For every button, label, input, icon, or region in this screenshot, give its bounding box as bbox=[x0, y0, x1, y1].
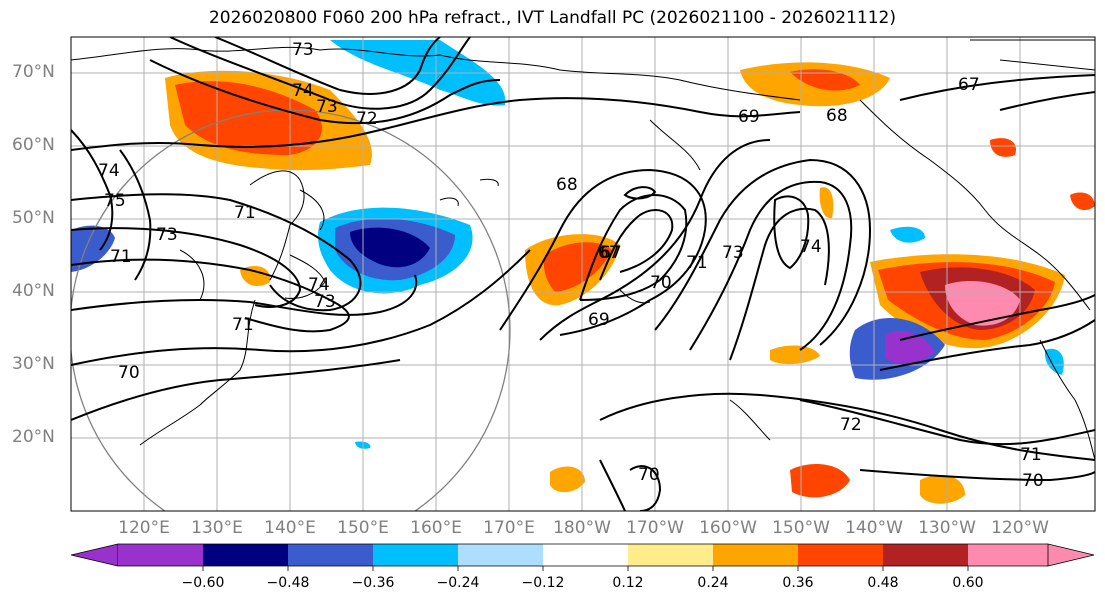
shade-purple-east bbox=[885, 331, 935, 364]
colorbar-extend-left bbox=[70, 543, 119, 567]
colorbar bbox=[70, 543, 1095, 571]
contour-label: 75 bbox=[104, 191, 126, 211]
lat-label: 40°N bbox=[12, 281, 55, 301]
lon-label: 150°W bbox=[772, 518, 830, 538]
map-frame bbox=[70, 36, 1096, 512]
contour-label: 67 bbox=[600, 243, 622, 263]
lon-label: 160°E bbox=[410, 518, 462, 538]
lon-label: 170°E bbox=[483, 518, 535, 538]
contour-label: 73 bbox=[316, 97, 338, 117]
lon-label: 120°W bbox=[991, 518, 1049, 538]
contour-label: 71 bbox=[110, 247, 132, 267]
shade-orange-south3 bbox=[920, 475, 965, 504]
contour-label: 74 bbox=[292, 81, 314, 101]
contour-labels: 73 74 73 72 67 68 69 74 75 73 71 71 74 7… bbox=[98, 40, 1044, 491]
contour-label: 73 bbox=[292, 40, 314, 60]
lon-label: 130°W bbox=[918, 518, 976, 538]
contour-label: 68 bbox=[826, 106, 848, 126]
colorbar-seg bbox=[288, 544, 373, 566]
shade-orange-small3 bbox=[819, 187, 834, 219]
contour-label: 73 bbox=[314, 292, 336, 312]
contour-label: 73 bbox=[156, 225, 178, 245]
contour-label: 72 bbox=[840, 415, 862, 435]
shade-orange-small2 bbox=[1070, 192, 1095, 211]
colorbar-tick-label: 0.60 bbox=[952, 575, 984, 591]
colorbar-seg bbox=[628, 544, 713, 566]
contours bbox=[71, 37, 1095, 511]
colorbar-seg bbox=[968, 544, 1048, 566]
lon-label: 160°W bbox=[699, 518, 757, 538]
contour-label: 70 bbox=[650, 273, 672, 293]
colorbar-tick-label: −0.48 bbox=[266, 575, 310, 591]
contour-label: 74 bbox=[98, 161, 120, 181]
colorbar-seg bbox=[798, 544, 883, 566]
contour-label: 73 bbox=[722, 243, 744, 263]
colorbar-tick-label: 0.36 bbox=[782, 575, 814, 591]
shade-blue-small1 bbox=[890, 226, 925, 243]
contour-label: 67 bbox=[958, 75, 980, 95]
lat-label: 70°N bbox=[12, 62, 55, 82]
shade-red-siberia bbox=[175, 81, 322, 155]
lat-label: 50°N bbox=[12, 208, 55, 228]
colorbar-seg bbox=[883, 544, 968, 566]
shade-orange-south2 bbox=[550, 466, 585, 493]
contour-label: 74 bbox=[800, 237, 822, 257]
colorbar-seg bbox=[458, 544, 543, 566]
lon-label: 140°W bbox=[845, 518, 903, 538]
colorbar-seg bbox=[543, 544, 628, 566]
colorbar-tick-label: −0.36 bbox=[351, 575, 395, 591]
colorbar-seg bbox=[713, 544, 798, 566]
shade-orange-small1 bbox=[240, 266, 271, 286]
contour-label: 69 bbox=[588, 310, 610, 330]
colorbar-tick-label: −0.24 bbox=[436, 575, 480, 591]
colorbar-tick-label: 0.24 bbox=[697, 575, 729, 591]
landfall-circle bbox=[71, 109, 511, 511]
contour-label: 70 bbox=[1022, 471, 1044, 491]
lat-label: 20°N bbox=[12, 427, 55, 447]
shade-red-bering bbox=[790, 69, 860, 91]
colorbar-seg bbox=[373, 544, 458, 566]
shade-blue-small2 bbox=[1044, 348, 1064, 375]
colorbar-tick-label: 0.12 bbox=[612, 575, 644, 591]
contour-label: 71 bbox=[232, 315, 254, 335]
contour-label: 69 bbox=[738, 107, 760, 127]
lat-label: 30°N bbox=[12, 354, 55, 374]
colorbar-seg bbox=[118, 544, 203, 566]
colorbar-tick-label: −0.12 bbox=[521, 575, 565, 591]
lon-label: 140°E bbox=[264, 518, 316, 538]
contour-label: 70 bbox=[638, 465, 660, 485]
plot-title: 2026020800 F060 200 hPa refract., IVT La… bbox=[208, 8, 896, 28]
contour-label: 72 bbox=[356, 109, 378, 129]
contour-label: 74 bbox=[308, 275, 330, 295]
shade-orange-hawaii bbox=[770, 345, 820, 365]
contour-label: 71 bbox=[1020, 445, 1042, 465]
gridlines bbox=[71, 37, 1095, 511]
lat-label: 60°N bbox=[12, 135, 55, 155]
contour-label: 70 bbox=[118, 363, 140, 383]
colorbar-extend-right bbox=[1047, 543, 1095, 567]
contour-label: 67 bbox=[598, 243, 620, 263]
shade-orange-south1 bbox=[790, 464, 850, 498]
shade-blue-west bbox=[71, 225, 115, 272]
lon-label: 180°W bbox=[553, 518, 611, 538]
lon-label: 120°E bbox=[118, 518, 170, 538]
shade-blue-japan-core bbox=[350, 227, 430, 268]
colorbar-seg bbox=[203, 544, 288, 566]
lon-label: 170°W bbox=[626, 518, 684, 538]
colorbar-tick-label: −0.60 bbox=[181, 575, 225, 591]
contour-label: 68 bbox=[556, 175, 578, 195]
lon-label: 150°E bbox=[337, 518, 389, 538]
contour-label: 71 bbox=[234, 203, 256, 223]
lon-label: 130°E bbox=[191, 518, 243, 538]
shade-red-central bbox=[543, 242, 612, 292]
contour-label: 71 bbox=[686, 253, 708, 273]
shade-orange-small4 bbox=[990, 138, 1016, 157]
colorbar-tick-label: 0.48 bbox=[867, 575, 899, 591]
